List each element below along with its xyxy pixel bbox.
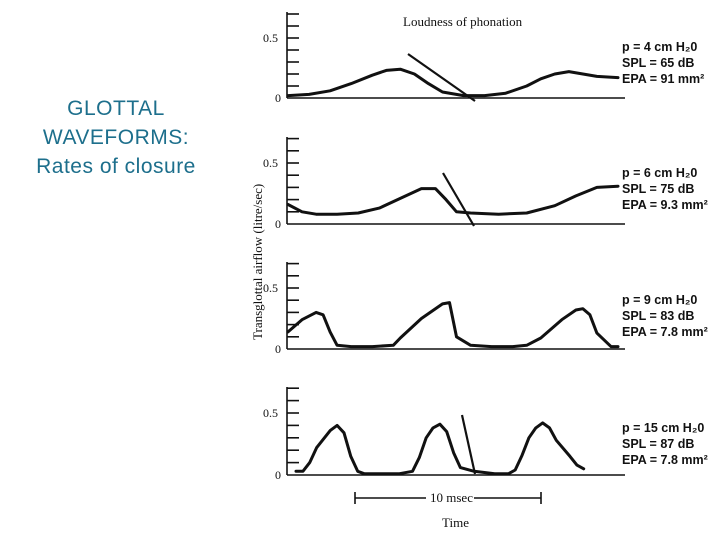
panel-annotation: EPA = 7.8 mm² [622, 453, 708, 467]
panel-annotation: SPL = 75 dB [622, 182, 694, 196]
y-tick-label: 0.5 [263, 281, 278, 295]
title-line-2: WAVEFORMS: [42, 126, 190, 149]
closure-rate-line [407, 53, 476, 102]
airflow-trace [286, 301, 620, 349]
panel-annotation: SPL = 83 dB [622, 309, 694, 323]
time-scale-bar: 10 msec [354, 490, 542, 506]
waveform-panel-2: 0 0.5 p = 6 cm H₂0 SPL = 75 dB EPA = 9.3 mm² [263, 137, 708, 231]
scale-bar-label: 10 msec [430, 490, 473, 505]
airflow-trace [286, 184, 620, 216]
panel-annotation: EPA = 91 mm² [622, 72, 704, 86]
y-axis-label: Transglottal airflow (litre/sec) [250, 184, 265, 340]
waveform-panel-3: 0 0.5 p = 9 cm H₂0 SPL = 83 dB EPA = 7.8 mm² [263, 262, 708, 356]
y-axis [286, 387, 625, 476]
panel-annotation: EPA = 9.3 mm² [622, 198, 708, 212]
figure-top-caption: Loudness of phonation [403, 14, 523, 29]
y-tick-label: 0 [275, 468, 281, 482]
panel-annotation: SPL = 87 dB [622, 437, 694, 451]
panel-annotation: SPL = 65 dB [622, 56, 694, 70]
panel-annotation: p = 6 cm H₂0 [622, 166, 697, 180]
title-line-1: GLOTTAL [67, 97, 165, 120]
waveform-panel-1: 0 0.5 p = 4 cm H₂0 SPL = 65 dB EPA = 91 mm² [263, 12, 704, 105]
airflow-trace [286, 67, 620, 98]
y-axis [286, 12, 625, 99]
x-axis-label: Time [442, 515, 469, 530]
y-tick-label: 0.5 [263, 156, 278, 170]
y-axis [286, 137, 625, 225]
panel-annotation: p = 4 cm H₂0 [622, 40, 697, 54]
waveform-panel-4: 0 0.5 p = 15 cm H₂0 SPL = 87 dB EPA = 7.8 mm… [263, 387, 708, 482]
panel-annotation: p = 9 cm H₂0 [622, 293, 697, 307]
y-tick-label: 0.5 [263, 406, 278, 420]
panel-annotation: p = 15 cm H₂0 [622, 421, 704, 435]
y-tick-label: 0 [275, 91, 281, 105]
closure-rate-line [442, 172, 475, 227]
y-tick-label: 0.5 [263, 31, 278, 45]
panel-annotation: EPA = 7.8 mm² [622, 325, 708, 339]
slide-title: GLOTTAL WAVEFORMS: Rates of closure [8, 94, 224, 181]
y-tick-label: 0 [275, 342, 281, 356]
closure-rate-line [460, 414, 477, 475]
title-line-3: Rates of closure [36, 155, 196, 178]
airflow-trace [294, 421, 586, 476]
y-tick-label: 0 [275, 217, 281, 231]
